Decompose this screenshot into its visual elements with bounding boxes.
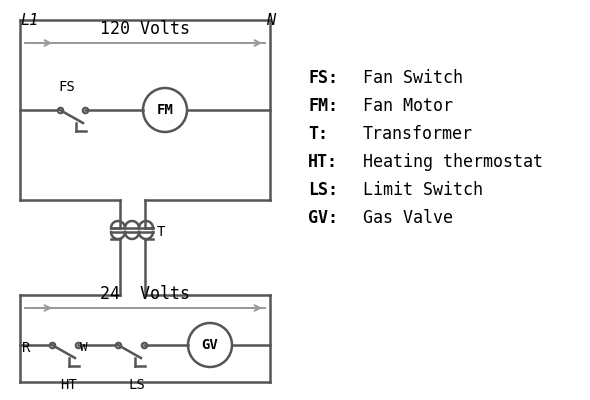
Text: 120 Volts: 120 Volts	[100, 20, 190, 38]
Text: GV: GV	[202, 338, 218, 352]
Text: FM:: FM:	[308, 97, 338, 115]
Text: HT: HT	[60, 378, 77, 392]
Text: Limit Switch: Limit Switch	[363, 181, 483, 199]
Text: GV:: GV:	[308, 209, 338, 227]
Text: R: R	[22, 341, 30, 355]
Text: Gas Valve: Gas Valve	[363, 209, 453, 227]
Text: T: T	[157, 225, 165, 239]
Text: HT:: HT:	[308, 153, 338, 171]
Text: Transformer: Transformer	[363, 125, 473, 143]
Text: N: N	[266, 13, 275, 28]
Text: FS: FS	[58, 80, 75, 94]
Text: 24  Volts: 24 Volts	[100, 285, 190, 303]
Text: L1: L1	[20, 13, 38, 28]
Text: LS:: LS:	[308, 181, 338, 199]
Text: LS: LS	[128, 378, 145, 392]
Text: Fan Switch: Fan Switch	[363, 69, 463, 87]
Text: Heating thermostat: Heating thermostat	[363, 153, 543, 171]
Text: W: W	[80, 341, 87, 354]
Text: FM: FM	[156, 103, 173, 117]
Text: T:: T:	[308, 125, 328, 143]
Text: Fan Motor: Fan Motor	[363, 97, 453, 115]
Text: FS:: FS:	[308, 69, 338, 87]
